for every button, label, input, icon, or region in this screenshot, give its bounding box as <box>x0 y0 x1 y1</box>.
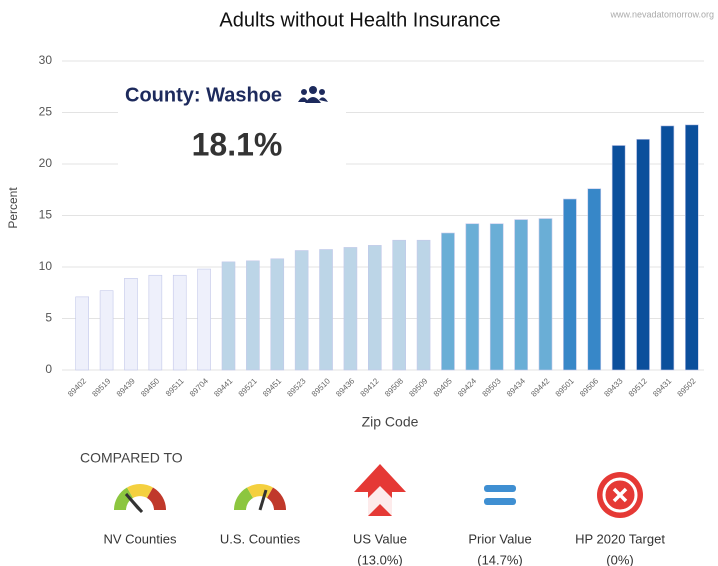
y-tick-label: 5 <box>45 311 52 325</box>
bar <box>636 138 650 371</box>
x-tick-label: 89523 <box>285 376 307 398</box>
x-tick-label: 89439 <box>115 376 137 398</box>
y-tick-label: 25 <box>39 105 53 119</box>
y-tick-label: 10 <box>39 259 53 273</box>
compared-title: COMPARED TO <box>80 450 183 466</box>
county-value: 18.1% <box>192 126 283 162</box>
compared-label: Prior Value <box>468 531 531 546</box>
bar <box>197 268 211 371</box>
x-tick-label: 89502 <box>676 376 698 398</box>
x-tick-label: 89501 <box>554 376 576 398</box>
gauge <box>234 484 286 511</box>
x-tick-label: 89441 <box>212 376 234 398</box>
y-tick-label: 15 <box>39 208 53 222</box>
bar <box>246 260 260 371</box>
x-tick-label: 89451 <box>261 376 283 398</box>
county-label: County: Washoe <box>125 84 282 106</box>
bar <box>221 261 236 371</box>
bar <box>489 223 504 371</box>
x-tick-label: 89508 <box>383 376 405 398</box>
x-tick-label: 89512 <box>627 376 649 398</box>
bar <box>343 247 358 371</box>
x-tick-label: 89424 <box>456 376 478 398</box>
bar <box>416 239 431 371</box>
x-tick-label: 89521 <box>237 376 259 398</box>
bar <box>148 274 163 371</box>
bar <box>441 232 455 371</box>
chart-title: Adults without Health Insurance <box>219 9 500 31</box>
compared-value: (13.0%) <box>357 552 403 566</box>
x-tick-label: 89412 <box>359 376 381 398</box>
bar <box>319 249 333 371</box>
bar <box>124 278 138 371</box>
y-tick-label: 0 <box>45 362 52 376</box>
gauge <box>114 484 166 514</box>
bar <box>75 296 89 371</box>
compared-label: U.S. Counties <box>220 531 301 546</box>
x-tick-label: 89434 <box>505 376 527 398</box>
bar <box>368 245 382 371</box>
bar <box>587 188 602 371</box>
compared-label: NV Counties <box>104 531 177 546</box>
x-tick-label: 89509 <box>407 376 429 398</box>
bar <box>294 250 309 371</box>
equals-icon <box>484 485 516 505</box>
x-tick-label: 89436 <box>334 376 356 398</box>
x-tick-label: 89506 <box>578 376 600 398</box>
x-tick-label: 89510 <box>310 376 332 398</box>
y-axis-label: Percent <box>6 187 20 229</box>
x-tick-label: 89511 <box>164 376 186 398</box>
bar <box>563 198 577 371</box>
bar <box>660 125 675 371</box>
compared-labels: NV Counties U.S. Counties US Value (13.0%) P… <box>104 531 666 566</box>
x-tick-label: 89433 <box>602 376 624 398</box>
bar <box>172 274 187 371</box>
compared-label: HP 2020 Target <box>575 531 665 546</box>
bar <box>611 145 626 371</box>
x-tick-label: 89405 <box>432 376 454 398</box>
bar <box>99 290 114 371</box>
bar <box>538 218 553 371</box>
y-tick-label: 20 <box>39 156 53 170</box>
x-tick-label: 89442 <box>529 376 551 398</box>
x-tick-label: 89431 <box>651 376 673 398</box>
bar <box>685 124 699 371</box>
bar <box>270 258 285 371</box>
x-tick-label: 89704 <box>188 376 210 398</box>
compared-value: (14.7%) <box>477 552 523 566</box>
x-axis-label: Zip Code <box>362 414 419 430</box>
bar <box>514 219 528 371</box>
compared-label: US Value <box>353 531 407 546</box>
x-tick-label: 89503 <box>481 376 503 398</box>
x-circle-icon <box>597 472 643 518</box>
x-tick-label: 89402 <box>66 376 88 398</box>
compared-value: (0%) <box>606 552 633 566</box>
bar <box>465 223 480 371</box>
source: www.nevadatomorrow.org <box>609 9 714 19</box>
county-box <box>118 74 346 172</box>
up-arrow-icon <box>354 464 406 516</box>
x-tick-label: 89519 <box>90 376 112 398</box>
people-icon <box>298 86 328 103</box>
y-tick-label: 30 <box>39 53 53 67</box>
bar <box>392 239 406 371</box>
x-tick-label: 89450 <box>139 376 161 398</box>
